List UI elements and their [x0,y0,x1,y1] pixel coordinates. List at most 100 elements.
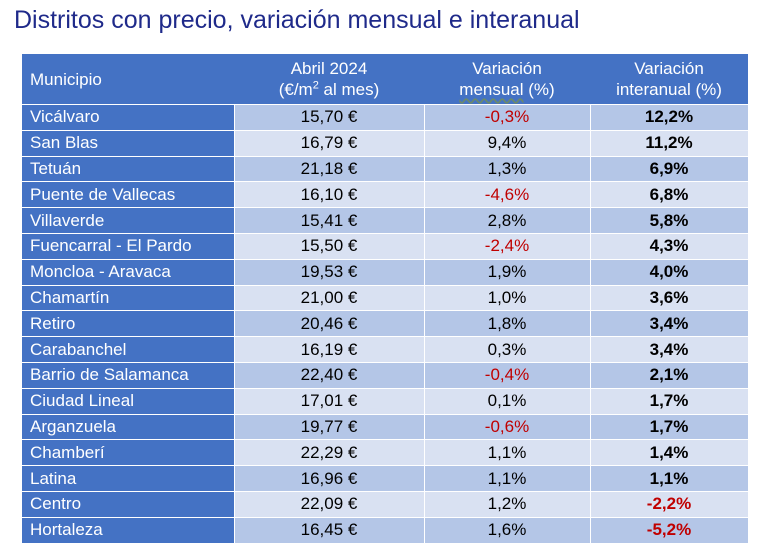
cell-interanual: 4,3% [590,232,749,260]
cell-mensual: -0,4% [424,361,591,389]
cell-mensual: 1,6% [424,516,591,543]
cell-interanual: 1,4% [590,439,749,466]
header-interanual-line2: interanual (%) [616,80,722,99]
cell-precio: 16,79 € [234,129,425,157]
cell-municipio: Puente de Vallecas [22,181,235,208]
cell-municipio: Hortaleza [22,516,235,543]
header-precio-unit-pre: (€/m [278,80,313,99]
cell-interanual: 1,7% [590,387,749,415]
cell-interanual: 3,6% [590,284,749,311]
cell-precio: 16,96 € [234,465,425,492]
table-row: Centro 22,09 €1,2% -2,2% [22,490,749,518]
districts-table: Municipio Abril 2024 (€/m2 al mes) Varia… [22,54,749,543]
header-precio-line1: Abril 2024 [290,59,368,78]
header-mensual-line1: Variación [472,59,542,78]
table-row: Chamberí 22,29 €1,1% 1,4% [22,439,749,466]
table-row: Fuencarral - El Pardo 15,50 € -2,4% 4,3% [22,232,749,260]
table-row: San Blas 16,79 €9,4% 11,2% [22,129,749,157]
cell-precio: 15,70 € [234,104,425,131]
cell-interanual: -5,2% [590,516,749,543]
cell-precio: 16,19 € [234,336,425,363]
cell-mensual: 1,9% [424,258,591,286]
cell-interanual: 1,1% [590,465,749,492]
cell-precio: 19,77 € [234,413,425,440]
cell-mensual: -2,4% [424,232,591,260]
cell-mensual: 1,1% [424,439,591,466]
table-row: Barrio de Salamanca 22,40 € -0,4% 2,1% [22,361,749,389]
cell-precio: 20,46 € [234,310,425,337]
cell-municipio: Tetuán [22,155,235,182]
cell-interanual: 2,1% [590,361,749,389]
cell-precio: 15,50 € [234,232,425,260]
table-row: Hortaleza 16,45 €1,6% -5,2% [22,516,749,543]
table-row: Moncloa - Aravaca 19,53 €1,9% 4,0% [22,258,749,286]
table-row: Tetuán 21,18 €1,3% 6,9% [22,155,749,182]
table-row: Puente de Vallecas 16,10 € -4,6% 6,8% [22,181,749,208]
cell-precio: 22,09 € [234,490,425,518]
cell-mensual: 1,8% [424,310,591,337]
header-mensual-suffix: (%) [523,80,555,99]
table-row: Retiro 20,46 €1,8% 3,4% [22,310,749,337]
table-row: Chamartín 21,00 €1,0% 3,6% [22,284,749,311]
cell-municipio: Latina [22,465,235,492]
header-precio-unit-post: al mes) [318,80,380,99]
cell-municipio: Arganzuela [22,413,235,440]
cell-mensual: 1,1% [424,465,591,492]
cell-mensual: 0,3% [424,336,591,363]
cell-municipio: Villaverde [22,207,235,234]
table-header-row: Municipio Abril 2024 (€/m2 al mes) Varia… [22,54,748,105]
cell-precio: 19,53 € [234,258,425,286]
cell-interanual: 6,8% [590,181,749,208]
header-mensual-line2: mensual [459,80,524,99]
cell-interanual: 11,2% [590,129,749,157]
table-row: Villaverde 15,41 €2,8% 5,8% [22,207,749,234]
table-body: Vicálvaro 15,70 € -0,3% 12,2% San Blas 16,79 … [22,104,749,543]
cell-interanual: 5,8% [590,207,749,234]
cell-municipio: Centro [22,490,235,518]
table-row: Carabanchel 16,19 €0,3% 3,4% [22,336,749,363]
cell-mensual: 1,0% [424,284,591,311]
cell-municipio: Vicálvaro [22,104,235,131]
cell-municipio: Chamartín [22,284,235,311]
table-row: Ciudad Lineal 17,01 €0,1% 1,7% [22,387,749,415]
header-interanual: Variación interanual (%) [590,54,748,105]
cell-interanual: 12,2% [590,104,749,131]
header-precio-unit-sup: 2 [312,79,319,92]
cell-precio: 21,18 € [234,155,425,182]
cell-mensual: -0,3% [424,104,591,131]
cell-mensual: -0,6% [424,413,591,440]
cell-interanual: 6,9% [590,155,749,182]
cell-municipio: Barrio de Salamanca [22,361,235,389]
cell-mensual: 0,1% [424,387,591,415]
header-precio: Abril 2024 (€/m2 al mes) [234,54,424,105]
cell-mensual: 1,2% [424,490,591,518]
cell-precio: 21,00 € [234,284,425,311]
table-row: Arganzuela 19,77 € -0,6% 1,7% [22,413,749,440]
header-municipio-label: Municipio [30,69,102,89]
cell-interanual: 3,4% [590,336,749,363]
header-mensual: Variación mensual (%) [424,54,590,105]
cell-municipio: Fuencarral - El Pardo [22,232,235,260]
table-row: Latina 16,96 €1,1% 1,1% [22,465,749,492]
table-row: Vicálvaro 15,70 € -0,3% 12,2% [22,104,749,131]
header-interanual-line1: Variación [634,59,704,78]
cell-municipio: Carabanchel [22,336,235,363]
cell-mensual: 9,4% [424,129,591,157]
cell-precio: 16,10 € [234,181,425,208]
cell-interanual: 3,4% [590,310,749,337]
page-title: Distritos con precio, variación mensual … [14,6,580,34]
cell-municipio: Chamberí [22,439,235,466]
cell-mensual: 1,3% [424,155,591,182]
cell-precio: 22,29 € [234,439,425,466]
cell-precio: 17,01 € [234,387,425,415]
cell-precio: 16,45 € [234,516,425,543]
cell-municipio: Retiro [22,310,235,337]
header-municipio: Municipio [22,54,234,105]
cell-interanual: 4,0% [590,258,749,286]
cell-interanual: 1,7% [590,413,749,440]
cell-precio: 15,41 € [234,207,425,234]
cell-municipio: Ciudad Lineal [22,387,235,415]
cell-municipio: Moncloa - Aravaca [22,258,235,286]
cell-interanual: -2,2% [590,490,749,518]
cell-municipio: San Blas [22,129,235,157]
